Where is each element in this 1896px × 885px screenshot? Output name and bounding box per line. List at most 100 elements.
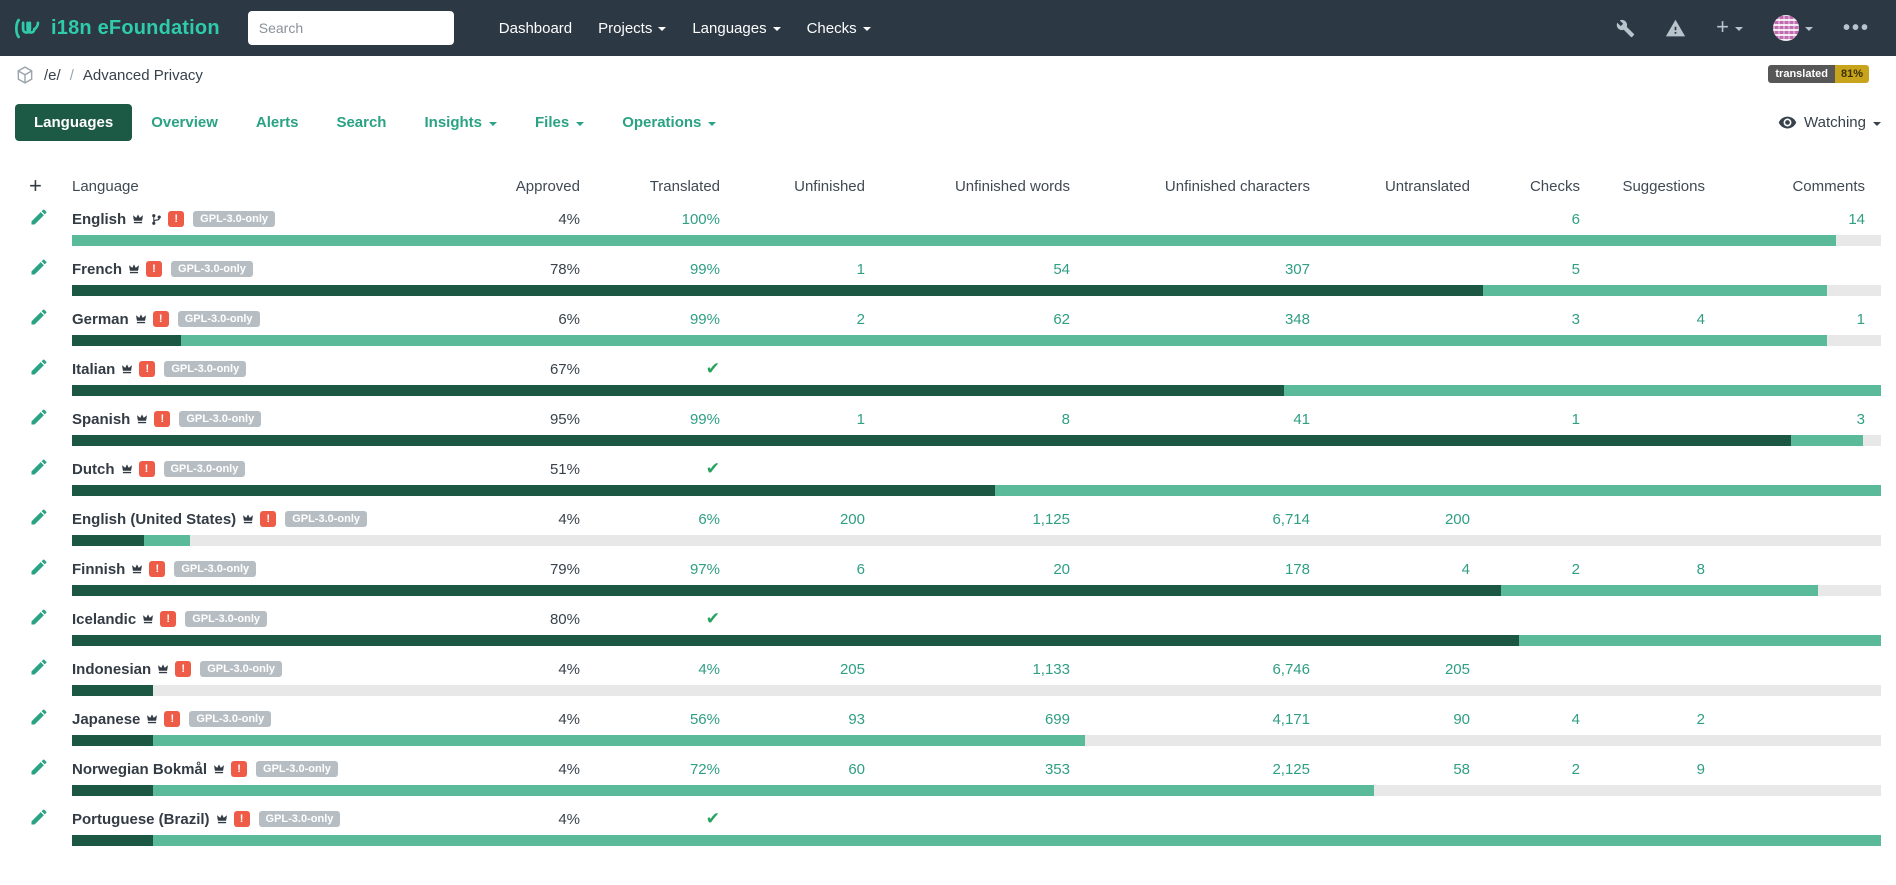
checks-link[interactable]: 2: [1571, 560, 1580, 578]
tab-search[interactable]: Search: [336, 114, 387, 131]
tab-insights[interactable]: Insights: [405, 104, 516, 141]
alerts-button[interactable]: [1665, 18, 1686, 39]
edit-language-button[interactable]: [29, 607, 49, 627]
edit-language-button[interactable]: [29, 307, 49, 327]
language-link[interactable]: Dutch: [72, 460, 115, 478]
language-link[interactable]: Japanese: [72, 710, 141, 728]
checks-link[interactable]: 6: [1571, 210, 1580, 228]
language-link[interactable]: French: [72, 260, 123, 278]
nav-dashboard[interactable]: Dashboard: [486, 11, 585, 46]
more-menu-button[interactable]: •••: [1843, 17, 1870, 40]
unfinished-words-link[interactable]: 62: [1053, 310, 1070, 328]
unfinished-words-link[interactable]: 699: [1044, 710, 1070, 728]
language-link[interactable]: Spanish: [72, 410, 131, 428]
unfinished-link[interactable]: 93: [848, 710, 865, 728]
brand[interactable]: i18n eFoundation: [15, 15, 220, 42]
unfinished-characters-link[interactable]: 41: [1293, 410, 1310, 428]
language-link[interactable]: Indonesian: [72, 660, 152, 678]
alert-badge[interactable]: !: [160, 611, 177, 627]
add-menu-button[interactable]: +: [1716, 15, 1743, 38]
untranslated-link[interactable]: 200: [1444, 510, 1470, 528]
unfinished-words-link[interactable]: 353: [1044, 760, 1070, 778]
unfinished-link[interactable]: 1: [856, 410, 865, 428]
unfinished-words-link[interactable]: 20: [1053, 560, 1070, 578]
comments-link[interactable]: 1: [1856, 310, 1865, 328]
unfinished-characters-link[interactable]: 4,171: [1272, 710, 1310, 728]
translated-link[interactable]: 99%: [689, 260, 720, 278]
edit-language-button[interactable]: [29, 657, 49, 677]
tab-overview[interactable]: Overview: [151, 114, 218, 131]
edit-language-button[interactable]: [29, 757, 49, 777]
unfinished-words-link[interactable]: 1,133: [1032, 660, 1070, 678]
edit-language-button[interactable]: [29, 457, 49, 477]
checks-link[interactable]: 3: [1571, 310, 1580, 328]
translated-link[interactable]: 6%: [698, 510, 720, 528]
alert-badge[interactable]: !: [168, 211, 185, 227]
unfinished-link[interactable]: 60: [848, 760, 865, 778]
edit-language-button[interactable]: [29, 357, 49, 377]
alert-badge[interactable]: !: [154, 411, 171, 427]
unfinished-link[interactable]: 1: [856, 260, 865, 278]
add-language-button[interactable]: +: [29, 173, 42, 198]
alert-badge[interactable]: !: [138, 461, 155, 477]
tab-languages[interactable]: Languages: [15, 104, 133, 141]
translated-link[interactable]: 97%: [689, 560, 720, 578]
unfinished-characters-link[interactable]: 178: [1284, 560, 1310, 578]
comments-link[interactable]: 3: [1856, 410, 1865, 428]
tab-operations[interactable]: Operations: [603, 104, 735, 141]
edit-language-button[interactable]: [29, 407, 49, 427]
untranslated-link[interactable]: 90: [1453, 710, 1470, 728]
alert-badge[interactable]: !: [146, 261, 163, 277]
unfinished-characters-link[interactable]: 348: [1284, 310, 1310, 328]
translated-link[interactable]: 72%: [689, 760, 720, 778]
language-link[interactable]: Portuguese (Brazil): [72, 810, 210, 828]
language-link[interactable]: Norwegian Bokmål: [72, 760, 208, 778]
alert-badge[interactable]: !: [139, 361, 156, 377]
unfinished-link[interactable]: 205: [839, 660, 865, 678]
unfinished-characters-link[interactable]: 2,125: [1272, 760, 1310, 778]
alert-badge[interactable]: !: [164, 711, 181, 727]
suggestions-link[interactable]: 8: [1696, 560, 1705, 578]
unfinished-words-link[interactable]: 8: [1061, 410, 1070, 428]
language-link[interactable]: Italian: [72, 360, 116, 378]
navbar-search-input[interactable]: [247, 11, 454, 45]
tab-alerts[interactable]: Alerts: [255, 114, 299, 131]
untranslated-link[interactable]: 4: [1461, 560, 1470, 578]
comments-link[interactable]: 14: [1848, 210, 1865, 228]
unfinished-characters-link[interactable]: 6,746: [1272, 660, 1310, 678]
edit-language-button[interactable]: [29, 707, 49, 727]
unfinished-words-link[interactable]: 54: [1053, 260, 1070, 278]
alert-badge[interactable]: !: [260, 511, 277, 527]
breadcrumb-project-link[interactable]: /e/: [44, 66, 61, 84]
alert-badge[interactable]: !: [149, 561, 166, 577]
language-link[interactable]: Icelandic: [72, 610, 137, 628]
watch-dropdown[interactable]: Watching: [1778, 113, 1881, 132]
edit-language-button[interactable]: [29, 207, 49, 227]
unfinished-link[interactable]: 6: [856, 560, 865, 578]
user-menu-button[interactable]: [1772, 15, 1813, 41]
translated-link[interactable]: 4%: [698, 660, 720, 678]
edit-language-button[interactable]: [29, 257, 49, 277]
unfinished-link[interactable]: 200: [839, 510, 865, 528]
language-link[interactable]: English (United States): [72, 510, 237, 528]
checks-link[interactable]: 4: [1571, 710, 1580, 728]
suggestions-link[interactable]: 2: [1696, 710, 1705, 728]
alert-badge[interactable]: !: [175, 661, 192, 677]
tab-files[interactable]: Files: [516, 104, 603, 141]
admin-tools-button[interactable]: [1616, 19, 1635, 38]
translated-link[interactable]: 99%: [689, 310, 720, 328]
nav-languages[interactable]: Languages: [679, 11, 793, 46]
unfinished-words-link[interactable]: 1,125: [1032, 510, 1070, 528]
translated-link[interactable]: 100%: [681, 210, 720, 228]
untranslated-link[interactable]: 58: [1453, 760, 1470, 778]
language-link[interactable]: Finnish: [72, 560, 126, 578]
alert-badge[interactable]: !: [233, 811, 250, 827]
unfinished-link[interactable]: 2: [856, 310, 865, 328]
checks-link[interactable]: 2: [1571, 760, 1580, 778]
nav-checks[interactable]: Checks: [794, 11, 884, 46]
translated-link[interactable]: 56%: [689, 710, 720, 728]
edit-language-button[interactable]: [29, 807, 49, 827]
checks-link[interactable]: 1: [1571, 410, 1580, 428]
unfinished-characters-link[interactable]: 307: [1284, 260, 1310, 278]
edit-language-button[interactable]: [29, 507, 49, 527]
